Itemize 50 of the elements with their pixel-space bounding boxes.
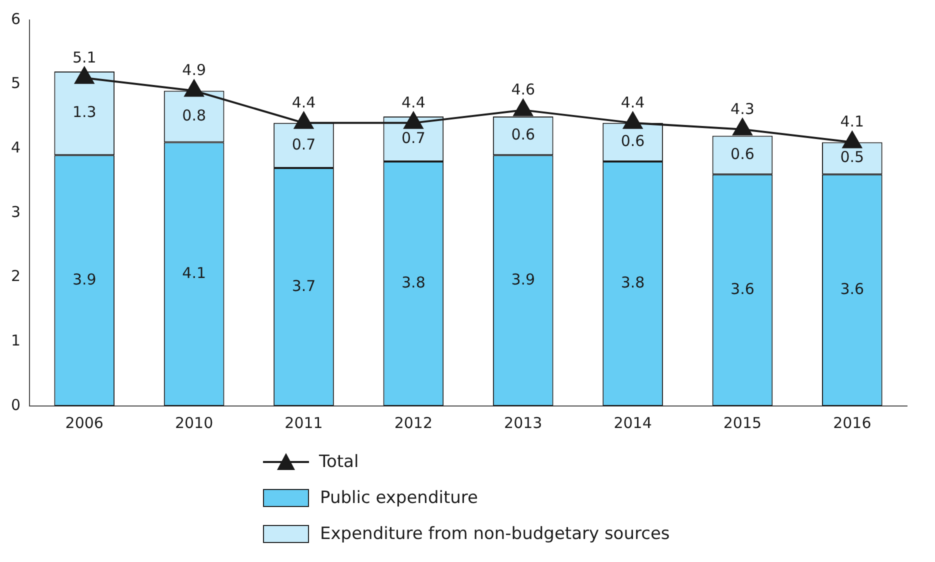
data-label: 0.7 (402, 128, 426, 147)
point (842, 131, 862, 148)
data-label: 4.4 (402, 93, 426, 112)
x-tick-label: 2015 (723, 414, 762, 432)
data-label: 3.6 (730, 280, 754, 298)
data-label: 3.9 (72, 270, 96, 288)
data-label: 4.4 (620, 93, 645, 112)
point (74, 66, 94, 84)
data-label: 4.9 (182, 61, 206, 80)
data-label: 3.8 (620, 274, 645, 292)
data-label: 4.3 (730, 100, 754, 118)
y-tick-label: 3 (10, 202, 21, 221)
data-label: 3.8 (402, 274, 426, 292)
x-tick-label: 2016 (833, 414, 872, 432)
y-tick-label: 6 (10, 10, 21, 28)
point (732, 118, 752, 136)
data-label: 0.6 (620, 132, 645, 150)
x-tick-label: 2014 (614, 414, 652, 432)
point (184, 80, 204, 97)
data-label: 4.1 (182, 264, 206, 282)
data-label: 4.4 (292, 93, 316, 112)
x-tick-label: 2010 (174, 414, 214, 432)
data-label: 5.1 (72, 48, 96, 66)
data-label: 0.5 (840, 148, 864, 166)
point (513, 99, 533, 116)
y-tick-label: 2 (10, 267, 21, 286)
data-label: 3.9 (511, 270, 536, 288)
x-tick-label: 2006 (65, 414, 104, 432)
y-tick-label: 5 (10, 74, 21, 92)
legend-label: Expenditure from non-budgetary sources (320, 524, 670, 544)
y-tick-label: 1 (10, 332, 21, 350)
x-tick-label: 2011 (284, 414, 323, 432)
data-label: 0.7 (292, 135, 316, 154)
data-label: 0.6 (511, 126, 536, 144)
y-tick-label: 4 (10, 138, 21, 157)
x-tick-label: 2012 (394, 414, 433, 432)
data-label: 3.7 (292, 276, 316, 295)
data-label: 3.6 (840, 280, 864, 298)
data-label: 0.8 (182, 106, 206, 124)
legend-label: Total (319, 452, 359, 472)
legend-label: Public expenditure (320, 488, 478, 508)
data-label: 4.1 (840, 112, 864, 131)
x-tick-label: 2013 (504, 414, 542, 432)
data-label: 1.3 (72, 103, 96, 122)
point (294, 112, 314, 129)
data-label: 4.6 (511, 80, 536, 98)
point (404, 112, 424, 129)
point (623, 112, 642, 129)
y-tick-label: 0 (10, 396, 21, 414)
data-label: 0.6 (730, 144, 754, 163)
